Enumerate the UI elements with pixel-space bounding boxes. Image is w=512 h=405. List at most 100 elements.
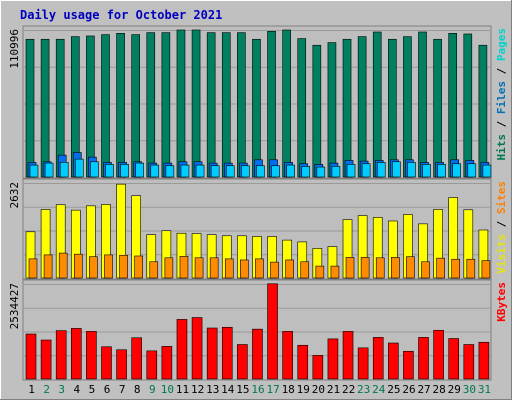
bar-pages <box>29 164 39 178</box>
bar-kbytes <box>70 328 82 380</box>
bar-hits <box>221 32 231 178</box>
bar-hits <box>206 32 216 178</box>
x-tick-label: 9 <box>149 383 156 396</box>
legend-entry: Sites <box>495 181 508 214</box>
bar-pages <box>301 166 311 178</box>
bar-hits <box>388 38 397 178</box>
legend-separator: / <box>495 114 508 134</box>
x-tick-label: 18 <box>282 383 295 396</box>
x-tick-label: 5 <box>89 383 96 396</box>
x-tick-label: 29 <box>448 383 461 396</box>
bar-pages <box>195 164 205 178</box>
chart-title: Daily usage for October 2021 <box>20 8 222 22</box>
bar-sites <box>240 259 249 279</box>
legend-entry: Files <box>495 81 508 114</box>
x-tick-label: 3 <box>58 383 65 396</box>
bar-kbytes <box>267 283 278 380</box>
legend-entry: KBytes <box>495 282 508 322</box>
bar-pages <box>482 164 492 178</box>
bar-hits <box>312 44 322 178</box>
x-tick-label: 17 <box>266 383 279 396</box>
bar-pages <box>59 162 69 178</box>
bar-sites <box>375 257 385 279</box>
x-tick-label: 24 <box>372 383 386 396</box>
bar-sites <box>209 257 219 279</box>
bar-sites <box>360 257 370 279</box>
bar-hits <box>131 34 140 178</box>
bar-kbytes <box>101 346 112 380</box>
bar-pages <box>165 165 175 178</box>
bar-hits <box>237 32 246 178</box>
legend-hits: Hits / Files / Pages <box>495 28 508 161</box>
bar-sites <box>58 252 68 279</box>
bar-sites <box>315 265 325 279</box>
x-tick-label: 30 <box>463 383 476 396</box>
legend-entry: Hits <box>495 134 508 161</box>
bar-hits <box>146 32 156 178</box>
bar-sites <box>421 261 430 279</box>
bar-pages <box>467 163 477 178</box>
bar-hits <box>267 31 276 178</box>
legend-entry: Pages <box>495 28 508 61</box>
bar-sites <box>179 256 189 279</box>
bar-pages <box>316 166 326 178</box>
bar-sites <box>436 257 445 279</box>
bar-kbytes <box>55 330 67 380</box>
bar-kbytes <box>191 317 203 380</box>
bar-kbytes <box>282 331 293 380</box>
bar-sites <box>89 256 98 279</box>
max-label-visits: 2632 <box>8 182 21 209</box>
bar-kbytes <box>252 328 263 380</box>
legend-separator: / <box>495 61 508 81</box>
bar-pages <box>346 164 356 178</box>
x-tick-label: 16 <box>251 383 264 396</box>
bar-pages <box>422 164 431 178</box>
bar-kbytes <box>237 344 248 380</box>
x-tick-label: 27 <box>417 383 430 396</box>
bar-hits <box>282 29 291 178</box>
bar-sites <box>73 253 83 279</box>
bar-sites <box>330 265 340 279</box>
bar-pages <box>241 165 250 178</box>
x-tick-label: 26 <box>402 383 415 396</box>
bar-pages <box>90 161 99 178</box>
legend-kbytes: KBytes <box>495 282 508 322</box>
x-tick-label: 15 <box>236 383 249 396</box>
legend-separator: / <box>495 214 508 234</box>
x-tick-label: 1 <box>28 383 35 396</box>
bar-sites <box>28 258 38 279</box>
bar-hits <box>372 31 382 178</box>
panel-visits: 2632 Visits / Sites <box>8 178 508 280</box>
bar-sites <box>104 254 113 279</box>
bar-pages <box>407 162 416 178</box>
bar-pages <box>376 162 386 178</box>
bar-kbytes <box>312 355 324 380</box>
bar-hits <box>40 38 50 178</box>
x-tick-label: 4 <box>74 383 81 396</box>
bar-pages <box>210 165 220 178</box>
x-axis: 1 2 3 4 5 6 7 8 9 10 11 12 13 14 15 16 17 18 19 20 21 22 23 24 2… <box>28 383 491 396</box>
bar-hits <box>86 35 95 178</box>
x-tick-label: 7 <box>119 383 126 396</box>
bar-sites <box>134 255 143 279</box>
bar-hits <box>252 38 261 178</box>
x-tick-label: 20 <box>312 383 325 396</box>
bar-hits <box>478 44 488 178</box>
bar-kbytes <box>206 327 218 380</box>
bar-kbytes <box>433 329 444 380</box>
bar-pages <box>105 164 114 178</box>
bar-pages <box>256 165 265 178</box>
bar-kbytes <box>25 333 37 380</box>
x-tick-label: 10 <box>161 383 174 396</box>
bar-hits <box>101 34 110 178</box>
bar-pages <box>271 165 280 178</box>
x-tick-label: 28 <box>433 383 446 396</box>
bar-kbytes <box>40 339 52 380</box>
bar-kbytes <box>357 347 369 380</box>
bar-pages <box>180 164 190 178</box>
bar-hits <box>403 36 412 178</box>
bar-kbytes <box>131 337 142 380</box>
x-tick-label: 19 <box>297 383 310 396</box>
